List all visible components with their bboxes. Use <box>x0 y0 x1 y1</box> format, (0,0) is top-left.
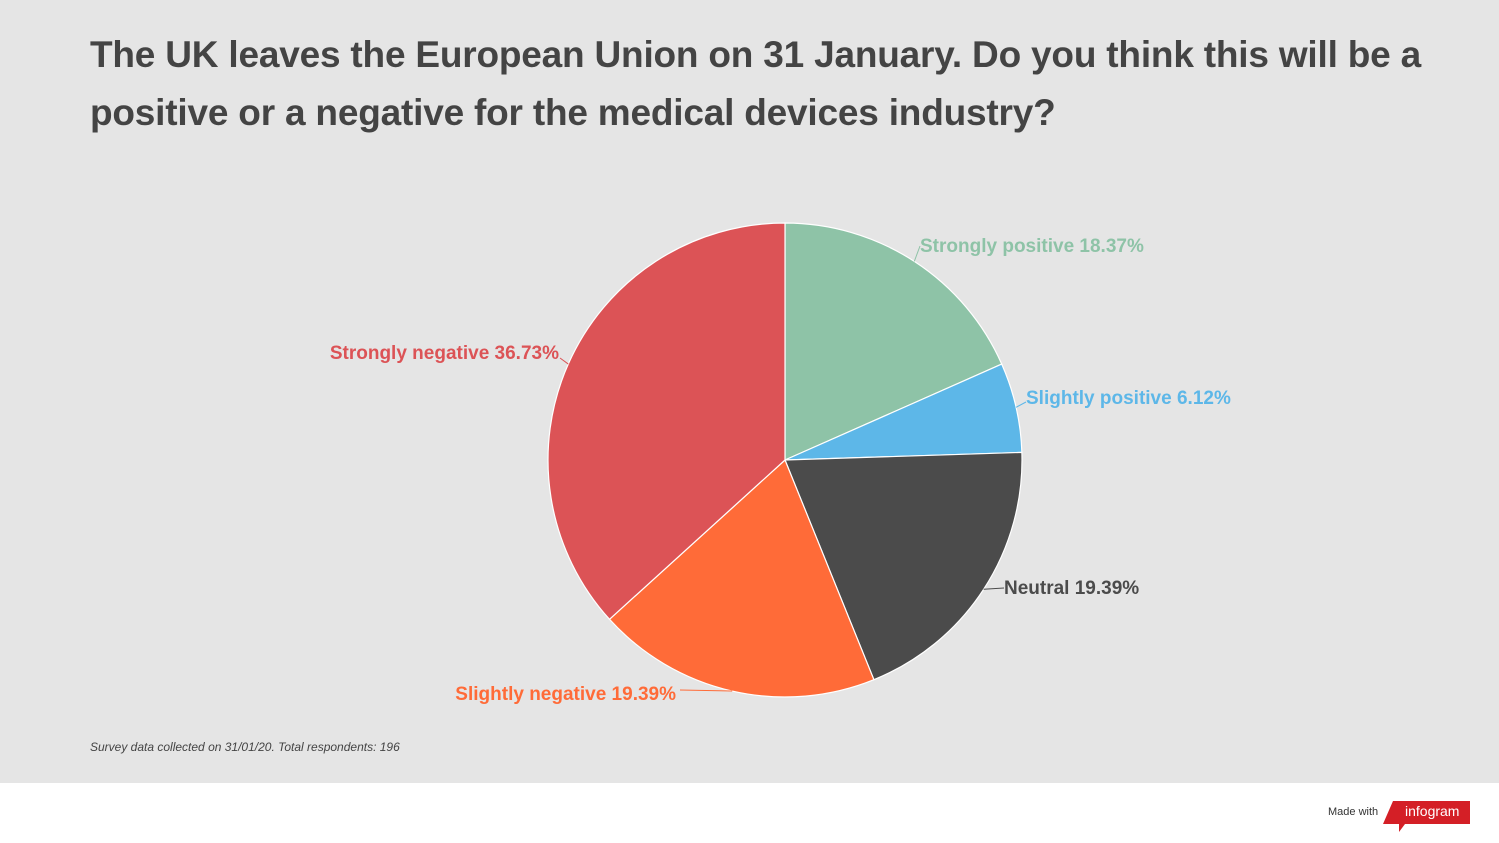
chart-area: The UK leaves the European Union on 31 J… <box>0 0 1499 783</box>
leader-line <box>1015 401 1027 408</box>
pie-slice-slightly-negative[interactable] <box>608 458 875 698</box>
chart-title: The UK leaves the European Union on 31 J… <box>90 34 1421 133</box>
data-label: Strongly negative 36.73% <box>330 343 559 364</box>
leader-line <box>983 587 1005 590</box>
footnote: Survey data collected on 31/01/20. Total… <box>90 740 400 754</box>
logo-badge-icon <box>1383 801 1470 832</box>
infogram-logo[interactable] <box>1383 800 1471 832</box>
pie-slice-neutral[interactable] <box>784 451 1023 681</box>
pie-slice-strongly-positive[interactable] <box>784 222 1003 461</box>
infogram-logo-text: infogram <box>1405 803 1460 819</box>
data-label: Slightly negative 19.39% <box>455 684 676 705</box>
data-label: Strongly positive 18.37% <box>920 236 1144 257</box>
pie-slice-strongly-negative[interactable] <box>547 222 786 621</box>
leader-line <box>913 245 921 262</box>
leader-line <box>559 357 569 365</box>
leader-line <box>679 689 733 692</box>
data-label: Slightly positive 6.12% <box>1026 388 1231 409</box>
pie-chart: Strongly positive 18.37% Slightly positiv… <box>330 222 1231 705</box>
made-with-text: Made with <box>1328 806 1379 818</box>
data-label: Neutral 19.39% <box>1004 578 1139 599</box>
